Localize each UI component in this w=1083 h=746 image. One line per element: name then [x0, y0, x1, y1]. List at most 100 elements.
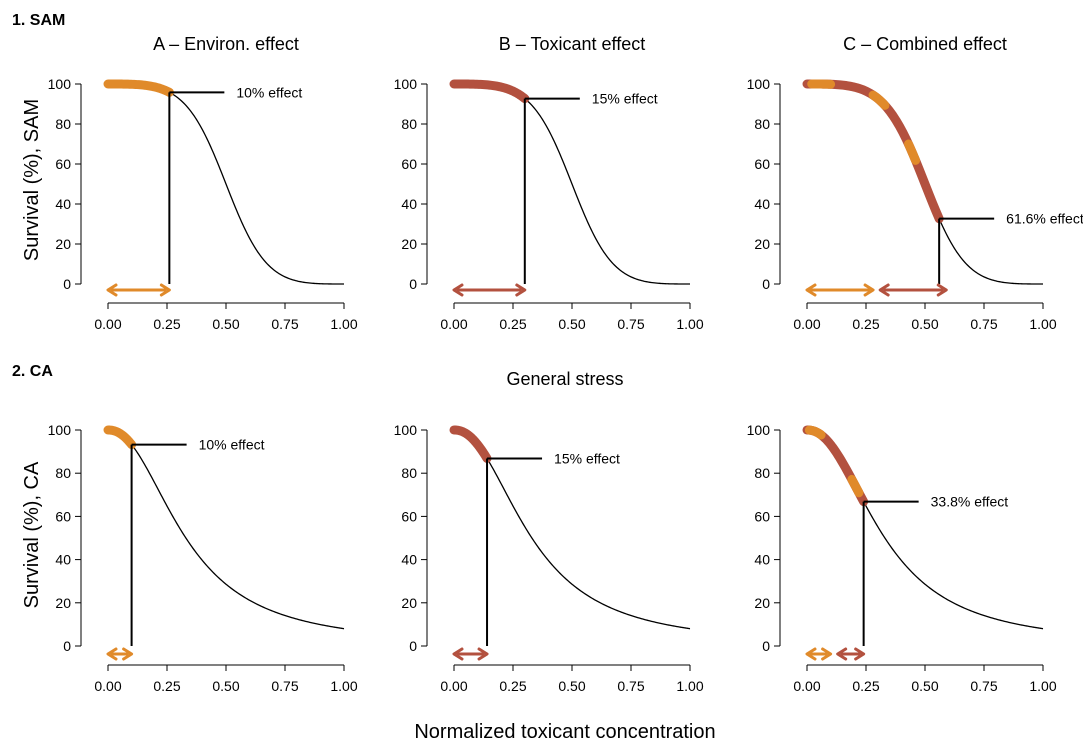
x-tick-label: 0.75 [970, 316, 997, 332]
effect-label: 61.6% effect [1006, 211, 1083, 227]
y-tick-label: 0 [409, 276, 417, 292]
arrow-head-right [515, 283, 527, 297]
y-tick-label: 20 [55, 236, 71, 252]
panel-sam-c: C – Combined effect 0 20 40 60 80 100 0.00 0.25 0… [747, 34, 1083, 332]
x-tick-label: 0.50 [911, 678, 938, 694]
arrow-head-left [878, 283, 890, 297]
y-tick-label: 80 [401, 116, 417, 132]
response-curve [454, 83, 690, 285]
panel-title: B – Toxicant effect [499, 34, 645, 54]
panel-ca-c: 0 20 40 60 80 100 0.00 0.25 0.50 0.75 1.00 33.8% ef… [747, 422, 1057, 694]
x-tick-label: 0.75 [970, 678, 997, 694]
arrow-head-right [863, 283, 875, 297]
y-tick-label: 80 [401, 465, 417, 481]
y-tick-label: 0 [63, 276, 71, 292]
effect-label: 15% effect [554, 450, 620, 466]
x-tick-label: 0.00 [94, 678, 121, 694]
arrow-head-right [159, 283, 171, 297]
arrow-head-right [477, 647, 489, 661]
arrow-head-left [452, 647, 464, 661]
x-tick-label: 0.25 [153, 316, 180, 332]
panel-title: C – Combined effect [843, 34, 1007, 54]
y-tick-label: 60 [55, 156, 71, 172]
y-tick-label: 0 [762, 638, 770, 654]
x-tick-label: 0.25 [153, 678, 180, 694]
x-tick-label: 1.00 [330, 678, 357, 694]
y-tick-label: 80 [55, 116, 71, 132]
x-tick-label: 0.75 [617, 678, 644, 694]
curve-segment-env [103, 79, 174, 97]
effect-label: 33.8% effect [931, 494, 1009, 510]
x-tick-label: 1.00 [330, 316, 357, 332]
x-tick-label: 0.00 [440, 678, 467, 694]
y-label-sam: Survival (%), SAM [21, 99, 43, 261]
x-tick-label: 0.75 [617, 316, 644, 332]
arrow-head-right [122, 647, 134, 661]
y-tick-label: 60 [401, 508, 417, 524]
arrow-head-left [805, 647, 817, 661]
effect-label: 10% effect [199, 437, 265, 453]
y-tick-label: 0 [409, 638, 417, 654]
y-tick-label: 20 [401, 236, 417, 252]
panel-ca-b: 0 20 40 60 80 100 0.00 0.25 0.50 0.75 1.00 15% effe… [394, 422, 704, 694]
x-tick-label: 0.50 [212, 678, 239, 694]
y-label-ca: Survival (%), CA [21, 461, 43, 608]
curve-segment-env [103, 425, 137, 450]
row-label-ca: 2. CA [12, 363, 53, 380]
arrow-head-left [106, 647, 118, 661]
panel-title: A – Environ. effect [153, 34, 299, 54]
response-curve [108, 83, 344, 285]
y-tick-label: 20 [754, 236, 770, 252]
arrow-head-left [452, 283, 464, 297]
y-tick-label: 40 [754, 196, 770, 212]
x-tick-label: 0.75 [271, 678, 298, 694]
x-tick-label: 0.25 [499, 316, 526, 332]
curve-segment-tox [449, 79, 530, 104]
y-tick-label: 100 [394, 422, 418, 438]
y-tick-label: 100 [747, 422, 771, 438]
y-tick-label: 80 [754, 116, 770, 132]
panel-sam-b: B – Toxicant effect 0 20 40 60 80 100 0.00 0.25 0… [394, 34, 704, 332]
response-curve [107, 429, 345, 630]
x-tick-label: 0.25 [499, 678, 526, 694]
x-tick-label: 0.25 [852, 316, 879, 332]
y-tick-label: 60 [55, 508, 71, 524]
arrow-head-left [836, 647, 848, 661]
y-tick-label: 60 [754, 156, 770, 172]
y-tick-label: 0 [63, 638, 71, 654]
x-tick-label: 0.50 [212, 316, 239, 332]
shared-x-label: Normalized toxicant concentration [414, 721, 715, 743]
arrow-head-right [854, 647, 866, 661]
x-tick-label: 0.50 [558, 678, 585, 694]
arrow-head-right [936, 283, 948, 297]
panel-sam-a: A – Environ. effect 0 20 40 60 80 100 0.00 0.25 0… [48, 34, 358, 332]
x-tick-label: 1.00 [1029, 316, 1056, 332]
middle-label: General stress [506, 369, 623, 389]
effect-label: 15% effect [592, 91, 658, 107]
y-tick-label: 100 [747, 76, 771, 92]
y-tick-label: 20 [754, 595, 770, 611]
x-tick-label: 0.00 [440, 316, 467, 332]
y-tick-label: 100 [394, 76, 418, 92]
y-tick-label: 100 [48, 422, 72, 438]
y-tick-label: 0 [762, 276, 770, 292]
x-tick-label: 0.00 [793, 316, 820, 332]
arrow-head-right [821, 647, 833, 661]
y-tick-label: 80 [55, 465, 71, 481]
y-tick-label: 40 [55, 552, 71, 568]
effect-label: 10% effect [236, 84, 302, 100]
y-tick-label: 40 [401, 196, 417, 212]
curve-segment-tox [802, 79, 944, 224]
x-tick-label: 0.75 [271, 316, 298, 332]
row-label-sam: 1. SAM [12, 12, 65, 29]
y-tick-label: 40 [754, 552, 770, 568]
x-tick-label: 0.25 [852, 678, 879, 694]
panel-ca-a: 0 20 40 60 80 100 0.00 0.25 0.50 0.75 1.00 10% effe… [48, 422, 358, 694]
y-tick-label: 60 [401, 156, 417, 172]
y-tick-label: 40 [401, 552, 417, 568]
x-tick-label: 1.00 [1029, 678, 1056, 694]
x-tick-label: 0.00 [793, 678, 820, 694]
x-tick-label: 0.00 [94, 316, 121, 332]
y-tick-label: 80 [754, 465, 770, 481]
